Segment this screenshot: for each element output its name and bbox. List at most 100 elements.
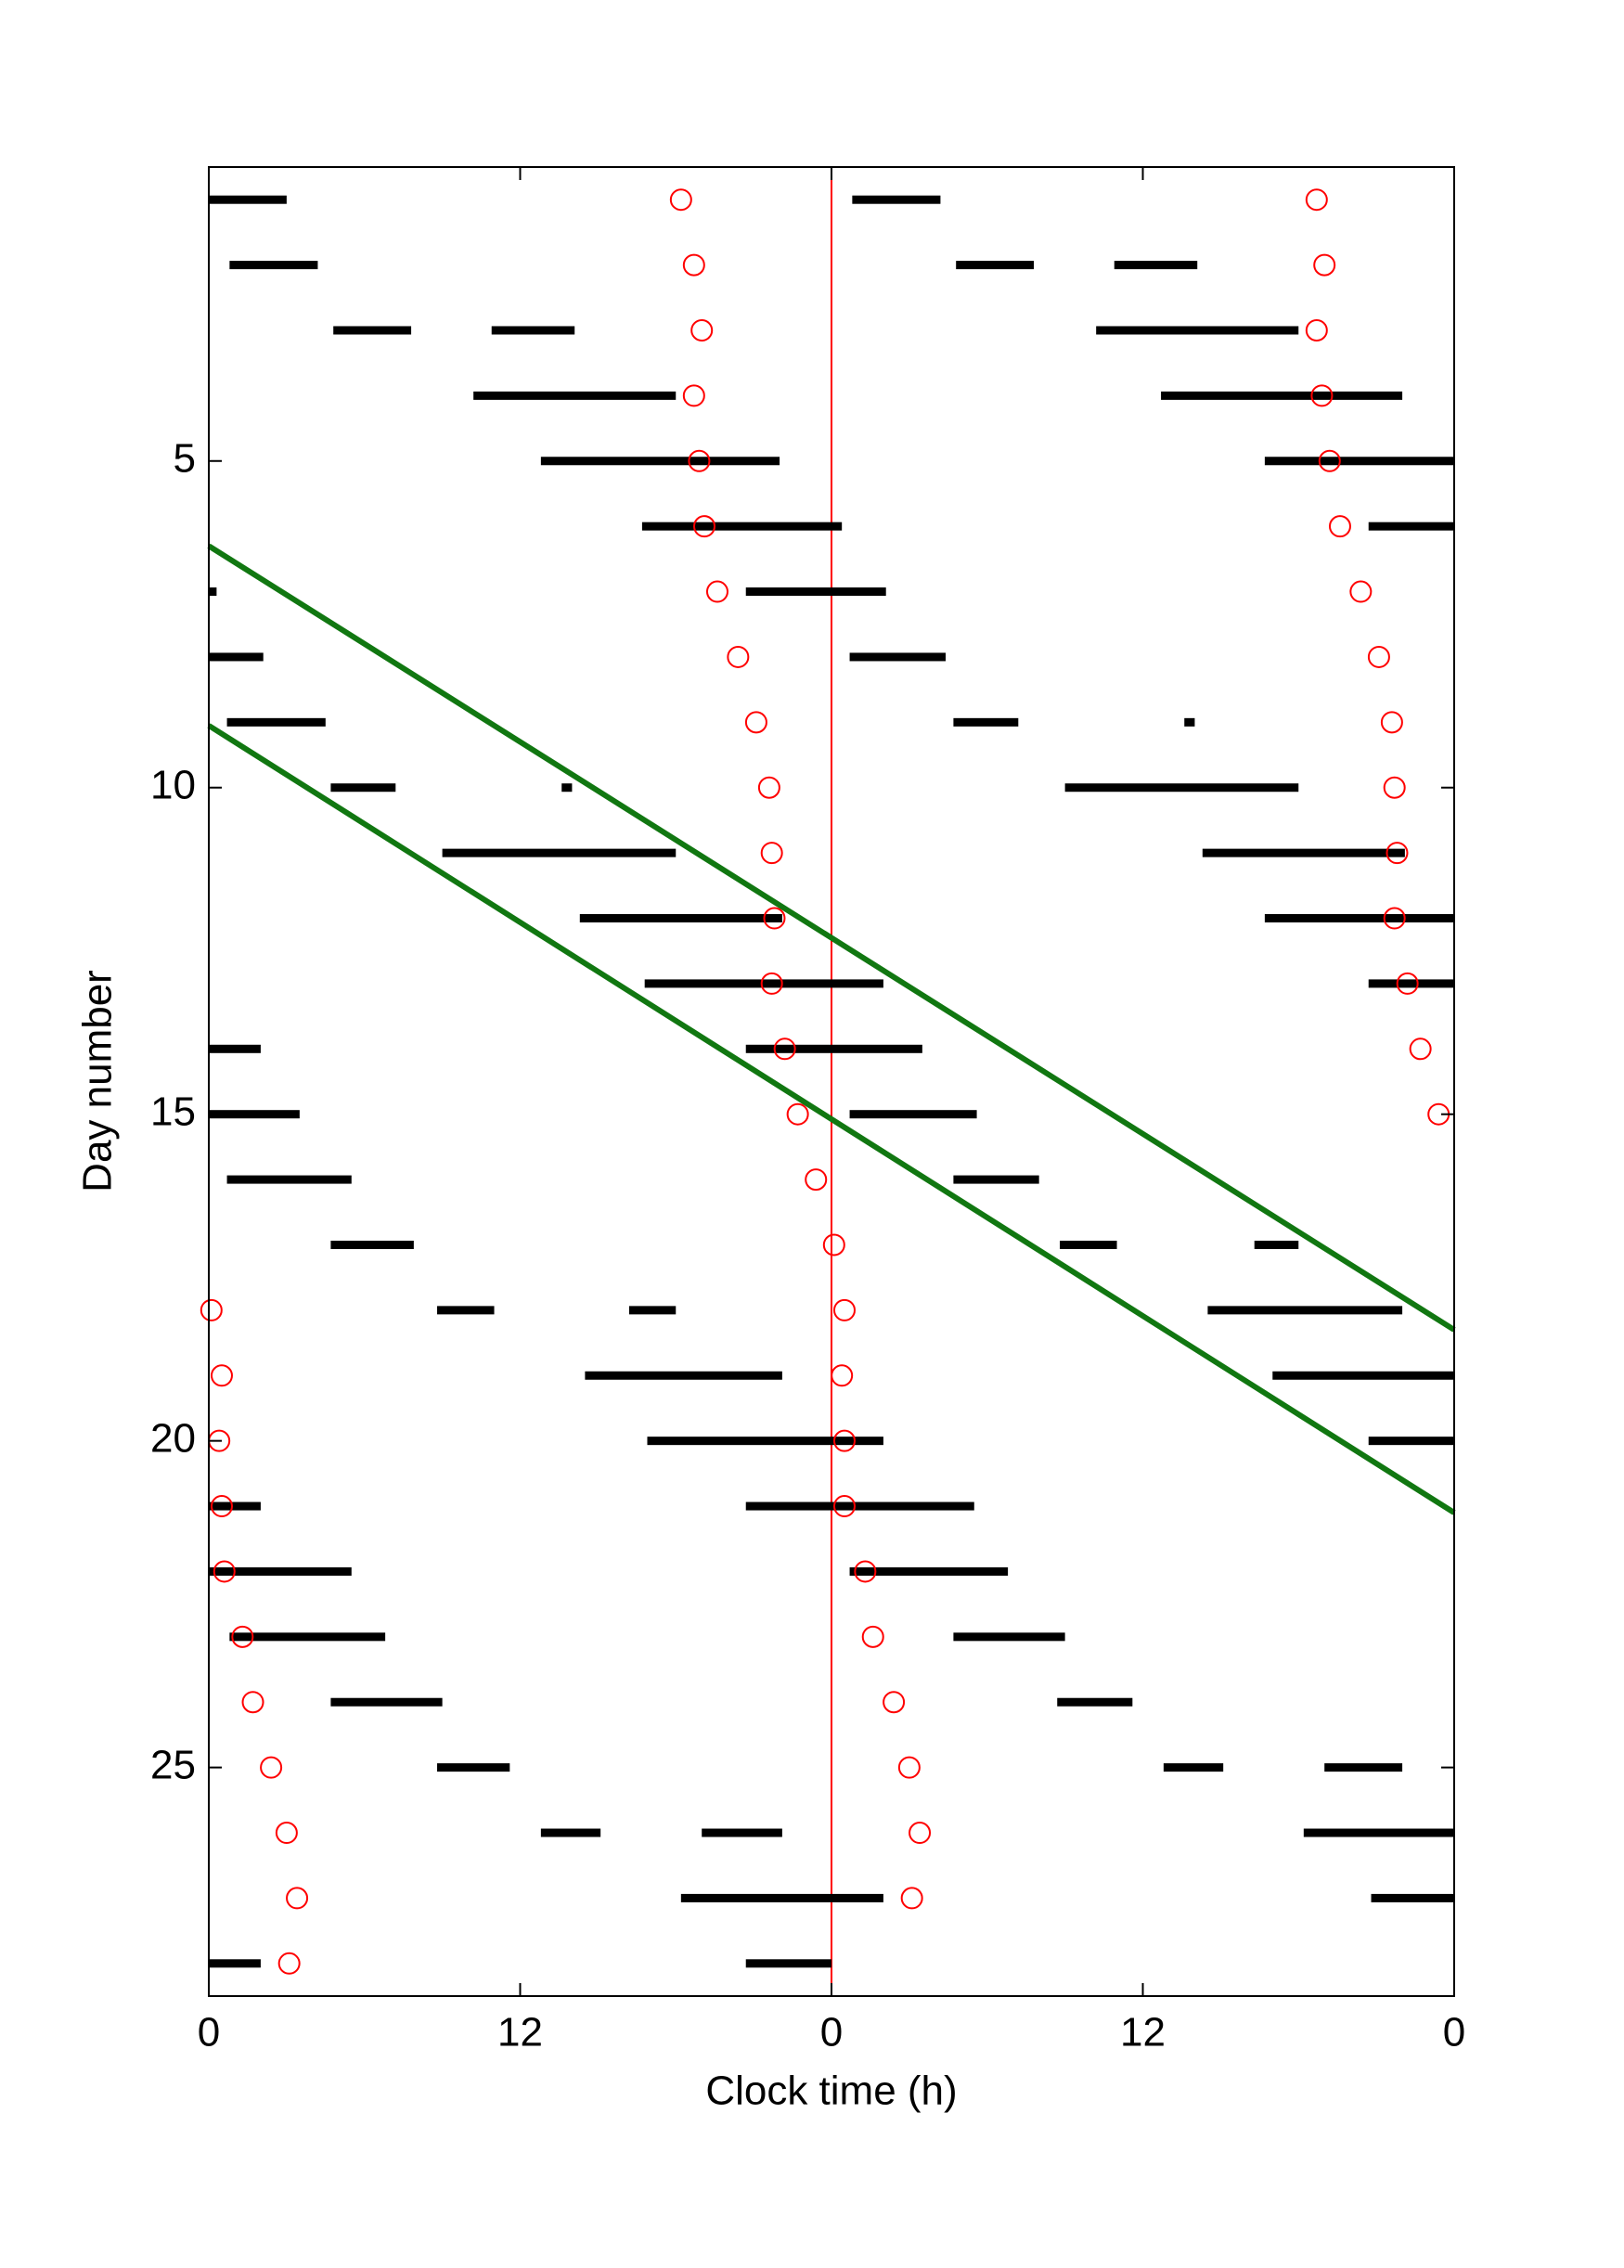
sleep-bar <box>745 1044 922 1053</box>
sleep-bar <box>1368 1437 1454 1446</box>
marker <box>1313 253 1336 277</box>
marker <box>805 1168 828 1192</box>
sleep-bar <box>1096 326 1299 335</box>
sleep-bar <box>1324 1763 1403 1772</box>
sleep-bar <box>209 587 217 597</box>
marker <box>231 1625 254 1648</box>
y-tick-label: 10 <box>150 762 196 807</box>
sleep-bar <box>1057 1697 1133 1707</box>
y-axis-label: Day number <box>75 970 121 1192</box>
y-tick-label: 15 <box>150 1089 196 1134</box>
marker <box>1409 1037 1432 1061</box>
marker <box>690 318 714 341</box>
marker <box>1305 318 1328 341</box>
marker <box>1310 384 1334 407</box>
sleep-bar <box>680 1893 883 1902</box>
marker <box>286 1887 309 1910</box>
sleep-bar <box>540 1828 601 1837</box>
sleep-bar <box>209 1044 261 1053</box>
sleep-bar <box>1368 522 1454 531</box>
sleep-bar <box>209 652 264 662</box>
marker <box>1386 842 1409 865</box>
sleep-bar <box>437 1763 510 1772</box>
marker <box>682 253 705 277</box>
x-tick-label: 12 <box>497 2010 543 2055</box>
sleep-bar <box>1368 979 1454 988</box>
marker <box>277 1952 301 1975</box>
sleep-bar <box>330 783 396 793</box>
sleep-bar <box>1272 1371 1454 1380</box>
marker <box>1328 515 1351 538</box>
sleep-bar <box>229 261 318 270</box>
marker <box>213 1560 236 1583</box>
marker <box>854 1560 877 1583</box>
marker <box>693 515 716 538</box>
sleep-bar <box>330 1240 414 1249</box>
sleep-bar <box>644 979 883 988</box>
sleep-bar <box>1202 848 1405 857</box>
marker <box>1380 711 1403 734</box>
marker <box>760 842 783 865</box>
x-tick-label: 0 <box>1443 2010 1465 2055</box>
sleep-bar <box>745 587 886 597</box>
marker <box>669 188 692 212</box>
marker <box>275 1822 298 1845</box>
marker <box>1367 645 1390 668</box>
marker <box>727 645 750 668</box>
sleep-bar <box>209 1110 300 1119</box>
marker <box>210 1364 233 1387</box>
sleep-bar <box>956 261 1035 270</box>
sleep-bar <box>1184 717 1195 727</box>
x-tick-label: 0 <box>198 2010 220 2055</box>
sleep-bar <box>1060 1240 1117 1249</box>
sleep-bar <box>1303 1828 1454 1837</box>
marker <box>786 1102 809 1126</box>
marker <box>831 1364 854 1387</box>
marker <box>832 1495 856 1518</box>
marker <box>822 1233 845 1256</box>
sleep-bar <box>953 1175 1039 1184</box>
sleep-bar <box>209 195 287 204</box>
y-tick-label: 20 <box>150 1415 196 1461</box>
marker <box>744 711 767 734</box>
sleep-bar <box>437 1306 495 1315</box>
sleep-bar <box>209 1501 261 1511</box>
sleep-bar <box>226 717 326 727</box>
sleep-bar <box>579 914 782 923</box>
sleep-bar <box>209 1959 261 1968</box>
sleep-bar <box>473 391 677 400</box>
sleep-bar <box>647 1437 883 1446</box>
marker <box>763 907 786 930</box>
sleep-bar <box>745 1959 831 1968</box>
sleep-bar <box>953 717 1019 727</box>
marker <box>832 1298 856 1321</box>
sleep-bar <box>1163 1763 1224 1772</box>
y-tick-label: 5 <box>174 435 196 481</box>
sleep-bar <box>745 1501 974 1511</box>
marker <box>1305 188 1328 212</box>
x-tick-label: 12 <box>1120 2010 1166 2055</box>
sleep-bar <box>561 783 573 793</box>
sleep-bar <box>442 848 677 857</box>
marker <box>883 1691 906 1714</box>
marker <box>1383 907 1406 930</box>
marker <box>909 1822 932 1845</box>
sleep-bar <box>491 326 575 335</box>
sleep-bar <box>1161 391 1403 400</box>
sleep-bar <box>1207 1306 1403 1315</box>
marker <box>1396 972 1419 995</box>
marker <box>210 1495 233 1518</box>
marker <box>832 1429 856 1452</box>
marker <box>900 1887 923 1910</box>
y-tick-label: 25 <box>150 1742 196 1787</box>
trend-line <box>207 723 1456 1515</box>
marker <box>1349 580 1373 603</box>
x-axis-label: Clock time (h) <box>705 2068 957 2114</box>
sleep-bar <box>1254 1240 1299 1249</box>
sleep-bar <box>628 1306 677 1315</box>
sleep-bar <box>229 1632 386 1642</box>
sleep-bar <box>209 1566 352 1576</box>
